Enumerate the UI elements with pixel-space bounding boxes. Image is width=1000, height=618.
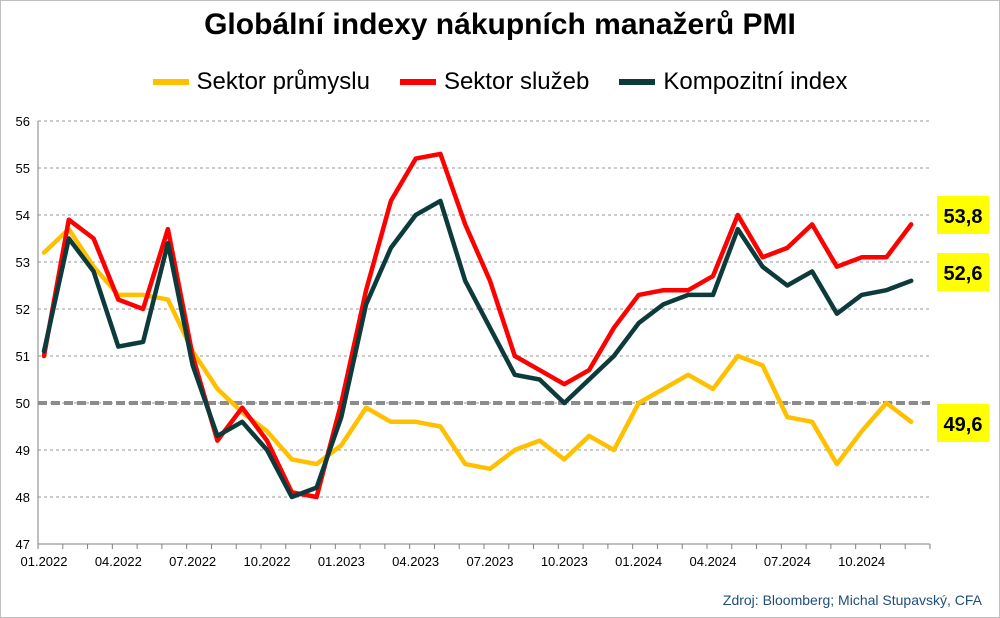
x-tick-label-07.2024: 07.2024 [764, 554, 811, 569]
x-tick-label-10.2022: 10.2022 [244, 554, 291, 569]
x-tick-label-04.2023: 04.2023 [392, 554, 439, 569]
y-tick-label-55: 55 [16, 161, 30, 176]
y-tick-label-53: 53 [16, 255, 30, 270]
legend-swatch-industry [152, 79, 189, 85]
x-tick-label-07.2022: 07.2022 [169, 554, 216, 569]
y-tick-label-48: 48 [16, 490, 30, 505]
chart-title: Globální indexy nákupních manažerů PMI [204, 8, 796, 41]
legend: Sektor průmyslu Sektor služeb Kompozitní… [0, 68, 1000, 96]
legend-item-services: Sektor služeb [399, 68, 590, 96]
x-tick-label-04.2022: 04.2022 [95, 554, 142, 569]
x-tick-label-10.2024: 10.2024 [838, 554, 885, 569]
source-note: Zdroj: Bloomberg; Michal Stupavský, CFA [722, 592, 982, 608]
y-tick-label-49: 49 [16, 443, 30, 458]
x-tick-label-01.2023: 01.2023 [318, 554, 365, 569]
legend-swatch-services [399, 79, 436, 85]
end-label-box-2 [937, 253, 989, 291]
legend-label-industry: Sektor průmyslu [196, 68, 370, 95]
end-label-2: 52,6 [944, 263, 983, 285]
y-tick-label-54: 54 [16, 208, 30, 223]
x-tick-label-01.2022: 01.2022 [21, 554, 68, 569]
y-tick-label-56: 56 [16, 114, 30, 129]
y-tick-label-51: 51 [16, 349, 30, 364]
x-tick-label-04.2024: 04.2024 [690, 554, 737, 569]
x-tick-label-10.2023: 10.2023 [541, 554, 588, 569]
end-label-box-0 [937, 404, 989, 442]
y-tick-label-52: 52 [16, 302, 30, 317]
legend-label-services: Sektor služeb [443, 68, 590, 95]
series-line-1 [41, 151, 914, 500]
y-tick-label-47: 47 [16, 537, 30, 552]
legend-item-industry: Sektor průmyslu [152, 68, 370, 96]
x-tick-label-01.2024: 01.2024 [615, 554, 662, 569]
legend-item-composite: Kompozitní index [619, 68, 847, 96]
legend-label-composite: Kompozitní index [663, 68, 848, 95]
legend-swatch-composite [619, 79, 656, 85]
end-label-box-1 [937, 196, 989, 234]
y-tick-label-50: 50 [16, 396, 30, 411]
series-line-2 [41, 198, 914, 500]
x-tick-label-07.2023: 07.2023 [467, 554, 514, 569]
end-label-1: 53,8 [944, 206, 983, 228]
end-label-0: 49,6 [944, 414, 983, 436]
